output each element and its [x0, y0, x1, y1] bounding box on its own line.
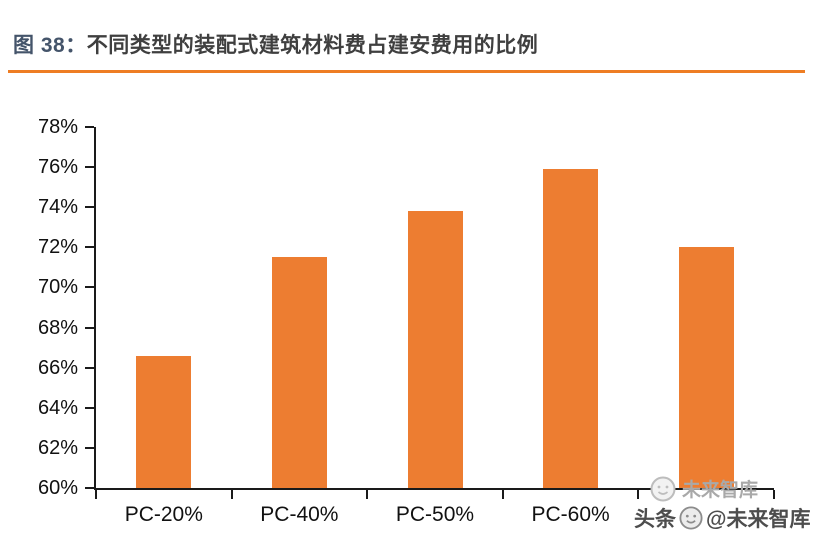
- x-axis-line: [94, 488, 774, 490]
- y-tick-label: 64%: [37, 396, 78, 419]
- watermark-logo-icon: [679, 506, 703, 530]
- y-axis-tick: [85, 166, 94, 169]
- figure-number-label: 图 38：: [13, 34, 87, 57]
- watermark-main: 头条 @未来智库: [634, 503, 810, 533]
- x-axis-tick: [95, 490, 97, 499]
- x-tick-label: PC-50%: [395, 503, 475, 526]
- x-tick-label: PC-20%: [124, 503, 203, 526]
- y-axis-tick: [85, 487, 94, 489]
- x-axis-tick: [637, 490, 640, 499]
- bar-PC-50%: [407, 211, 463, 488]
- y-axis-tick: [85, 406, 94, 409]
- y-tick-label: 70%: [37, 276, 78, 299]
- y-axis-tick: [85, 286, 94, 289]
- y-axis-line: [94, 127, 96, 490]
- y-axis-tick: [85, 126, 94, 128]
- x-axis-tick: [773, 490, 775, 499]
- y-axis-tick: [85, 246, 94, 249]
- watermark-handle-text: @未来智库: [706, 508, 811, 531]
- bar-PC-20%: [136, 355, 192, 488]
- y-axis-tick: [85, 326, 94, 329]
- x-tick-label: PC-60%: [531, 503, 610, 526]
- watermark-prefix-text: 头条: [634, 508, 676, 531]
- x-axis-tick: [501, 490, 504, 499]
- y-tick-label: 62%: [37, 436, 78, 459]
- y-tick-label: 68%: [37, 316, 78, 339]
- y-tick-label: 78%: [37, 116, 78, 138]
- y-tick-label: 72%: [37, 236, 78, 259]
- title-divider: [8, 70, 805, 73]
- x-tick-label: PC-40%: [260, 503, 339, 526]
- y-tick-label: 74%: [37, 196, 78, 219]
- y-axis-tick: [85, 366, 94, 369]
- y-axis-tick: [85, 206, 94, 209]
- y-tick-label: 76%: [37, 156, 78, 179]
- figure-title-text: 不同类型的装配式建筑材料费占建安费用的比例: [86, 34, 539, 57]
- bar-PC-40%: [271, 257, 327, 488]
- y-tick-label: 66%: [37, 356, 78, 379]
- x-axis-tick: [230, 490, 233, 499]
- bar-unlabeled: [678, 247, 734, 488]
- y-tick-label: 60%: [37, 477, 78, 499]
- x-axis-tick: [366, 490, 369, 499]
- figure-title: 图 38：不同类型的装配式建筑材料费占建安费用的比例: [13, 29, 538, 59]
- y-axis-tick: [85, 446, 94, 449]
- bar-PC-60%: [543, 169, 599, 488]
